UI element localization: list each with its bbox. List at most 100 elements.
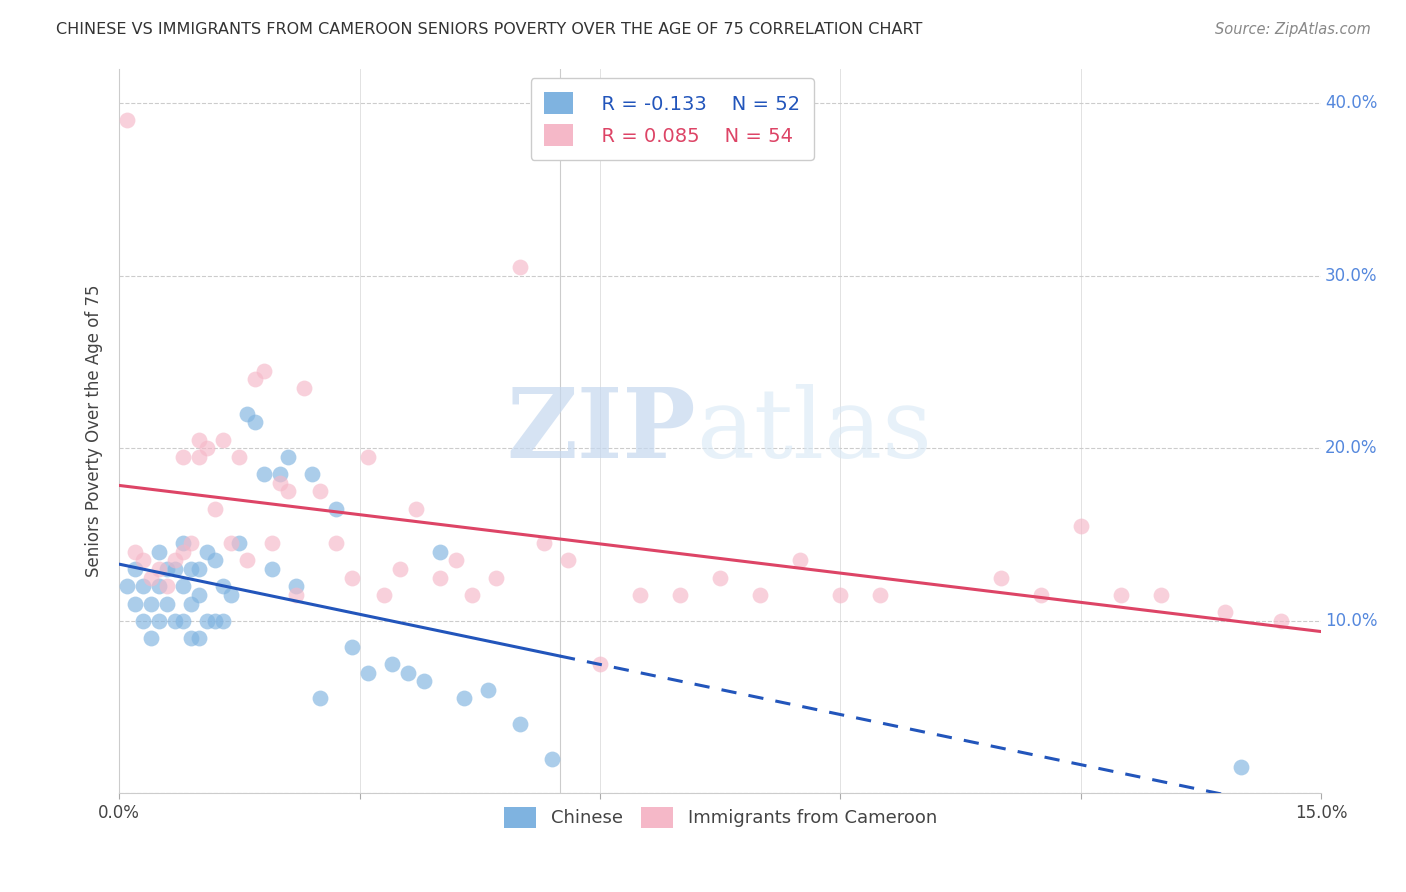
Point (284, 588, 307, 602)
Point (260, 562, 283, 576)
Point (308, 691, 330, 706)
Point (165, 553, 187, 567)
Point (172, 545, 194, 559)
Point (292, 381, 315, 395)
Point (197, 441, 219, 455)
Point (541, 752, 564, 766)
Point (277, 484, 299, 499)
Point (325, 501, 347, 516)
Point (221, 536, 243, 550)
Point (509, 260, 531, 274)
Point (340, 640, 363, 654)
Point (132, 614, 155, 628)
Point (148, 614, 170, 628)
Point (188, 450, 211, 464)
Point (830, 588, 852, 602)
Point (412, 674, 434, 689)
Text: ZIP: ZIP (506, 384, 696, 478)
Point (204, 501, 226, 516)
Point (212, 579, 235, 593)
Point (252, 467, 274, 481)
Point (429, 571, 451, 585)
Point (180, 597, 202, 611)
Text: CHINESE VS IMMIGRANTS FROM CAMEROON SENIORS POVERTY OVER THE AGE OF 75 CORRELATI: CHINESE VS IMMIGRANTS FROM CAMEROON SENI… (56, 22, 922, 37)
Point (557, 553, 579, 567)
Point (117, 579, 139, 593)
Point (990, 571, 1012, 585)
Point (628, 588, 651, 602)
Point (156, 562, 179, 576)
Point (869, 588, 891, 602)
Y-axis label: Seniors Poverty Over the Age of 75: Seniors Poverty Over the Age of 75 (86, 285, 103, 577)
Point (188, 631, 211, 645)
Point (180, 536, 202, 550)
Point (789, 553, 811, 567)
Point (533, 536, 555, 550)
Point (340, 571, 363, 585)
Point (252, 363, 274, 377)
Point (212, 614, 235, 628)
Point (381, 657, 404, 671)
Point (180, 631, 202, 645)
Point (509, 717, 531, 731)
Point (141, 597, 163, 611)
Point (269, 475, 291, 490)
Point (156, 597, 179, 611)
Text: 20.0%: 20.0% (1324, 439, 1378, 458)
Point (461, 588, 484, 602)
Point (1230, 760, 1253, 774)
Point (212, 433, 235, 447)
Point (148, 545, 170, 559)
Point (132, 553, 155, 567)
Point (269, 467, 291, 481)
Point (485, 571, 508, 585)
Point (453, 691, 475, 706)
Point (236, 553, 259, 567)
Point (396, 665, 419, 680)
Point (405, 501, 427, 516)
Point (221, 588, 243, 602)
Point (124, 562, 146, 576)
Point (172, 579, 194, 593)
Point (388, 562, 411, 576)
Point (356, 665, 378, 680)
Point (1070, 519, 1092, 533)
Point (709, 571, 731, 585)
Point (148, 579, 170, 593)
Text: 10.0%: 10.0% (1324, 612, 1378, 630)
Point (204, 614, 226, 628)
Point (228, 450, 250, 464)
Point (188, 588, 211, 602)
Point (204, 553, 226, 567)
Point (277, 450, 299, 464)
Point (228, 536, 250, 550)
Point (117, 113, 139, 128)
Point (148, 562, 170, 576)
Point (373, 588, 395, 602)
Point (1109, 588, 1132, 602)
Point (172, 614, 194, 628)
Point (245, 372, 267, 386)
Point (1029, 588, 1052, 602)
Point (132, 579, 155, 593)
Point (172, 450, 194, 464)
Point (284, 579, 307, 593)
Text: 30.0%: 30.0% (1324, 267, 1378, 285)
Text: Source: ZipAtlas.com: Source: ZipAtlas.com (1215, 22, 1371, 37)
Legend: Chinese, Immigrants from Cameroon: Chinese, Immigrants from Cameroon (496, 800, 943, 835)
Point (236, 407, 259, 421)
Point (172, 536, 194, 550)
Point (301, 467, 323, 481)
Text: 40.0%: 40.0% (1324, 94, 1376, 112)
Point (589, 657, 612, 671)
Point (749, 588, 772, 602)
Point (188, 433, 211, 447)
Point (308, 484, 330, 499)
Point (477, 682, 499, 697)
Point (669, 588, 692, 602)
Point (245, 415, 267, 429)
Point (1213, 605, 1236, 619)
Point (124, 545, 146, 559)
Point (444, 553, 467, 567)
Text: atlas: atlas (696, 384, 932, 478)
